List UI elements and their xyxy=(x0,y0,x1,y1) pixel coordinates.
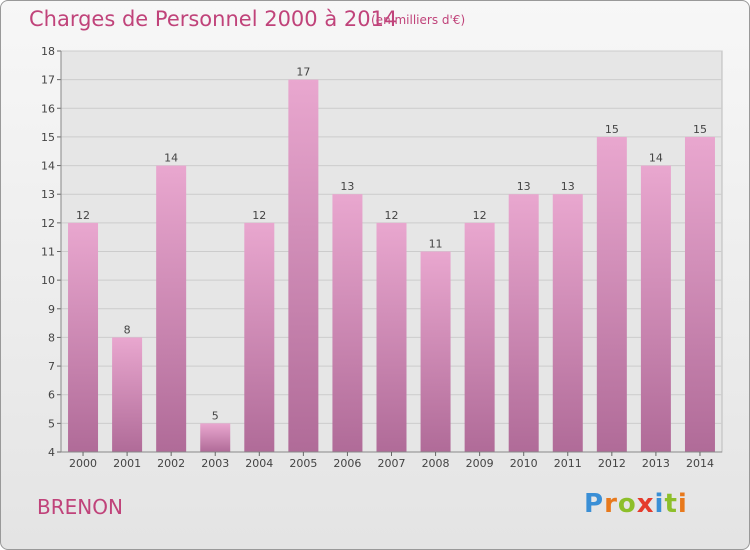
y-tick-label: 10 xyxy=(41,274,55,287)
logo-letter: i xyxy=(654,489,665,519)
y-tick-label: 12 xyxy=(41,217,55,230)
data-label-2004: 12 xyxy=(252,209,266,222)
data-label-2012: 15 xyxy=(605,123,619,136)
x-tick-label-2000: 2000 xyxy=(69,457,97,470)
data-label-2006: 13 xyxy=(340,180,354,193)
bar-2002 xyxy=(156,165,187,453)
bar-2005 xyxy=(288,79,319,453)
y-axis: 4 5 6 7 8 9 10 11 12 13 14 15 16 17 18 xyxy=(41,45,62,459)
y-tick-label: 11 xyxy=(41,246,55,259)
commune-name: BRENON xyxy=(37,495,123,519)
y-tick-label: 4 xyxy=(48,446,55,459)
bars xyxy=(68,79,715,453)
data-label-2010: 13 xyxy=(517,180,531,193)
data-label-2013: 14 xyxy=(649,152,663,165)
data-label-2001: 8 xyxy=(124,323,131,336)
logo-letter: x xyxy=(636,489,655,519)
y-tick-label: 16 xyxy=(41,102,55,115)
y-tick-label: 17 xyxy=(41,74,55,87)
bar-2013 xyxy=(640,165,671,453)
x-tick-label-2013: 2013 xyxy=(642,457,670,470)
data-labels: 12 8 14 5 12 17 13 12 11 12 13 13 15 14 15 xyxy=(76,66,707,423)
logo-letter: r xyxy=(604,489,618,519)
y-tick-label: 5 xyxy=(48,417,55,430)
logo-letter: i xyxy=(677,489,688,519)
logo-letter: o xyxy=(617,489,637,519)
chart-title: Charges de Personnel 2000 à 2014 xyxy=(29,7,398,31)
chart-subtitle: (en milliers d'€) xyxy=(371,13,466,27)
bar-2003 xyxy=(200,423,231,452)
bar-2014 xyxy=(684,136,715,452)
data-label-2009: 12 xyxy=(473,209,487,222)
bar-2006 xyxy=(332,194,363,452)
data-label-2008: 11 xyxy=(429,238,443,251)
x-tick-label-2014: 2014 xyxy=(686,457,714,470)
logo-letter: t xyxy=(664,489,678,519)
data-label-2011: 13 xyxy=(561,180,575,193)
y-tick-label: 14 xyxy=(41,160,55,173)
data-label-2005: 17 xyxy=(296,66,310,79)
data-label-2002: 14 xyxy=(164,152,178,165)
x-tick-label-2006: 2006 xyxy=(333,457,361,470)
y-tick-label: 18 xyxy=(41,45,55,58)
bar-2007 xyxy=(376,222,407,452)
y-tick-label: 6 xyxy=(48,389,55,402)
bar-2001 xyxy=(112,337,143,452)
x-tick-label-2009: 2009 xyxy=(466,457,494,470)
bar-2000 xyxy=(68,222,99,452)
x-tick-label-2007: 2007 xyxy=(378,457,406,470)
x-axis: 2000 2001 2002 2003 2004 2005 2006 2007 2008 2009… xyxy=(61,451,722,470)
data-label-2003: 5 xyxy=(212,409,219,422)
bar-2011 xyxy=(552,194,583,452)
x-tick-label-2001: 2001 xyxy=(113,457,141,470)
data-label-2000: 12 xyxy=(76,209,90,222)
bar-2012 xyxy=(596,136,627,452)
x-tick-label-2005: 2005 xyxy=(289,457,317,470)
logo-letter: P xyxy=(584,489,605,519)
y-tick-label: 13 xyxy=(41,188,55,201)
x-tick-label-2004: 2004 xyxy=(245,457,273,470)
x-tick-label-2010: 2010 xyxy=(510,457,538,470)
bar-2009 xyxy=(464,222,495,452)
y-tick-label: 8 xyxy=(48,331,55,344)
x-tick-label-2002: 2002 xyxy=(157,457,185,470)
y-tick-label: 7 xyxy=(48,360,55,373)
x-tick-label-2008: 2008 xyxy=(422,457,450,470)
proxiti-logo[interactable]: Proxiti xyxy=(584,489,688,519)
data-label-2014: 15 xyxy=(693,123,707,136)
data-label-2007: 12 xyxy=(385,209,399,222)
x-tick-label-2012: 2012 xyxy=(598,457,626,470)
bar-2008 xyxy=(420,251,451,452)
bar-2004 xyxy=(244,222,275,452)
x-tick-label-2003: 2003 xyxy=(201,457,229,470)
bar-2010 xyxy=(508,194,539,452)
y-tick-label: 15 xyxy=(41,131,55,144)
y-tick-label: 9 xyxy=(48,303,55,316)
x-tick-label-2011: 2011 xyxy=(554,457,582,470)
